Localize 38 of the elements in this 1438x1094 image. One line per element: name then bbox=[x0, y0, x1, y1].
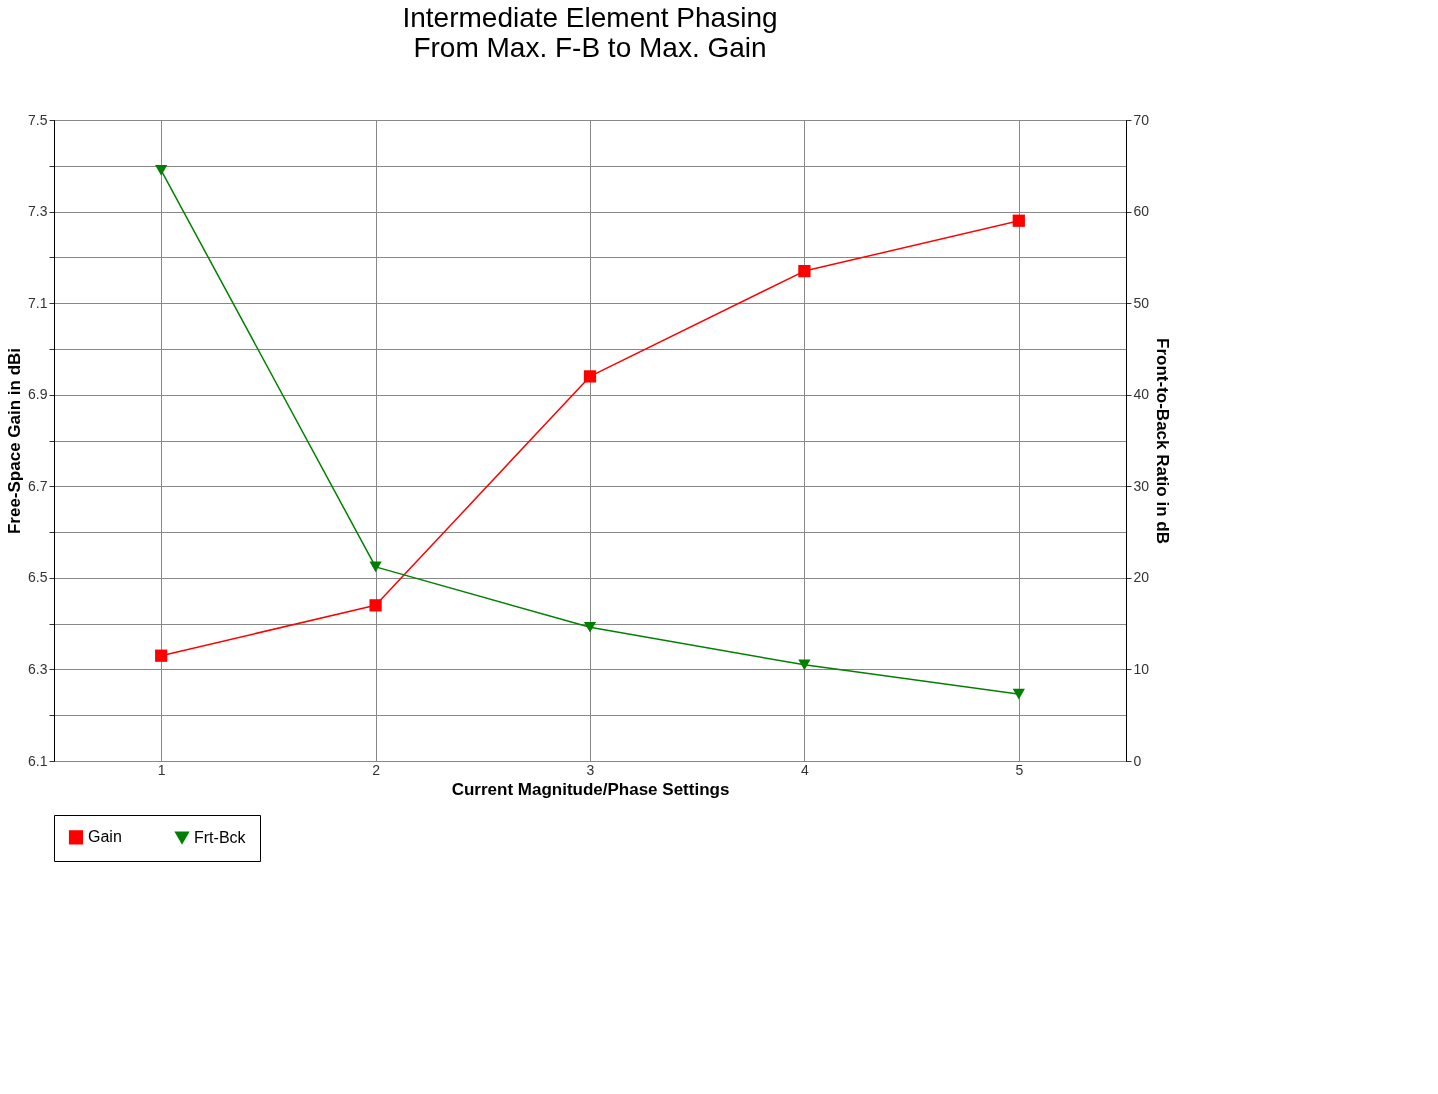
x-tick-label: 5 bbox=[1015, 761, 1024, 778]
point bbox=[798, 659, 811, 671]
point bbox=[1012, 688, 1025, 700]
y2-tick-label: 10 bbox=[1133, 660, 1150, 677]
text: Intermediate Element Phasing bbox=[402, 2, 778, 33]
y-tick-label: 6.9 bbox=[28, 386, 48, 403]
x-tick-label: 1 bbox=[157, 761, 166, 778]
point bbox=[1012, 214, 1025, 227]
point bbox=[583, 622, 597, 633]
y2-tick-label: 50 bbox=[1133, 294, 1150, 311]
y-tick-label: 7.5 bbox=[28, 111, 48, 128]
y2-tick-label: 40 bbox=[1133, 386, 1150, 403]
y2-axis-title: Front-to-Back Ratio in dB bbox=[1153, 338, 1173, 544]
y2-tick-label: 60 bbox=[1133, 203, 1150, 220]
y-axis-title: Free-Space Gain in dBi bbox=[5, 347, 25, 535]
y2-tick-label: 0 bbox=[1133, 752, 1142, 769]
y-tick-label: 6.5 bbox=[28, 569, 48, 586]
y-tick-label: 6.7 bbox=[28, 477, 48, 494]
y-tick-label: 6.3 bbox=[28, 660, 48, 677]
point bbox=[369, 599, 382, 612]
point bbox=[155, 649, 168, 662]
y-tick-label: 7.3 bbox=[28, 203, 48, 220]
point bbox=[583, 370, 597, 383]
text: From Max. F-B to Max. Gain bbox=[413, 32, 767, 63]
point bbox=[369, 561, 382, 573]
x-tick-label: 3 bbox=[586, 761, 595, 778]
y-tick-label: 7.1 bbox=[28, 294, 48, 311]
point bbox=[798, 264, 811, 278]
x-tick-label: 4 bbox=[801, 761, 809, 778]
legend-label: Gain bbox=[88, 828, 122, 846]
x-axis-title: Current Magnitude/Phase Settings bbox=[451, 779, 730, 799]
legend-label: Frt-Bck bbox=[194, 828, 247, 846]
y2-tick-label: 70 bbox=[1133, 111, 1150, 128]
y2-tick-label: 30 bbox=[1133, 477, 1150, 494]
x-tick-label: 2 bbox=[372, 761, 381, 778]
y2-tick-label: 20 bbox=[1133, 569, 1150, 586]
y-tick-label: 6.1 bbox=[28, 752, 48, 769]
point bbox=[155, 165, 168, 176]
